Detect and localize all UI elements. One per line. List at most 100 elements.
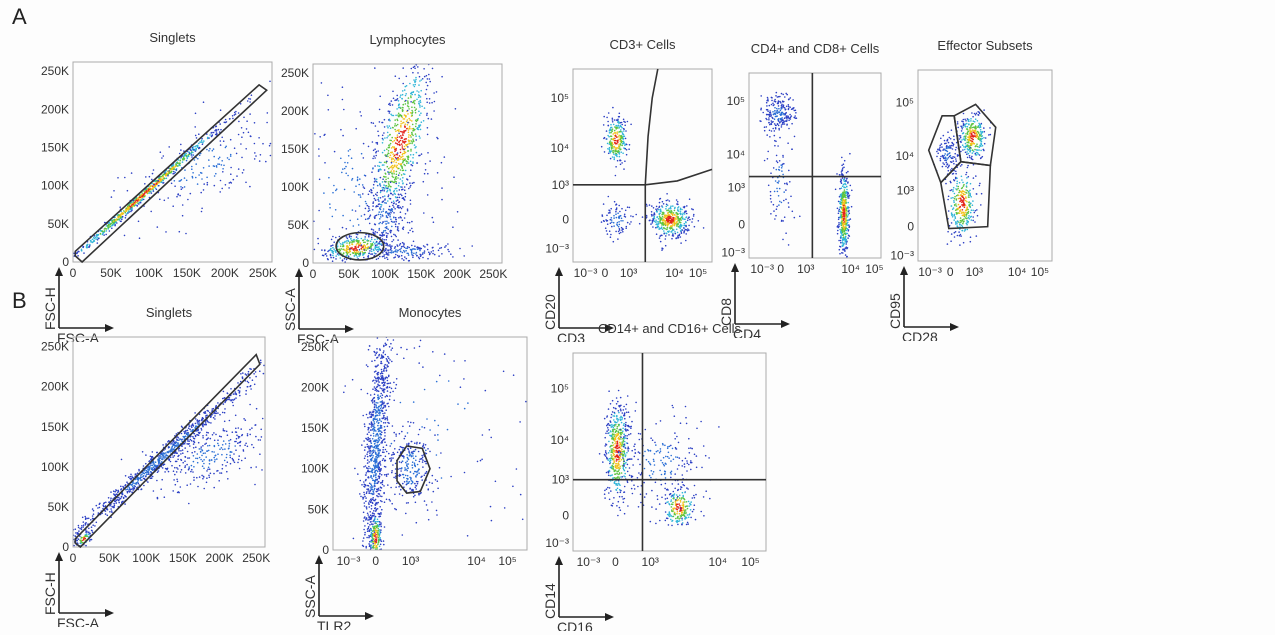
event-point (398, 103, 401, 105)
event-point (611, 128, 614, 130)
gate[interactable] (74, 83, 268, 264)
event-point (377, 205, 379, 208)
event-point (369, 250, 371, 252)
event-point (656, 221, 658, 223)
event-point (403, 132, 405, 134)
event-point (131, 475, 133, 478)
event-point (158, 177, 161, 179)
event-point (362, 193, 364, 195)
event-point (138, 203, 140, 205)
event-point (342, 248, 344, 251)
event-point (134, 202, 136, 205)
event-point (350, 235, 352, 238)
event-point (398, 77, 400, 80)
event-point (396, 245, 399, 247)
event-point (679, 208, 682, 211)
event-point (975, 149, 978, 151)
event-point (120, 216, 122, 219)
event-point (612, 133, 614, 135)
event-point (851, 189, 853, 192)
event-point (412, 130, 414, 132)
event-point (968, 155, 971, 157)
x-tick-label: 10⁵ (865, 262, 883, 276)
event-point (950, 144, 953, 147)
event-point (189, 428, 191, 431)
gate[interactable] (953, 103, 997, 167)
event-point (783, 162, 785, 165)
event-point (975, 193, 978, 195)
event-point (130, 172, 133, 174)
event-point (402, 245, 404, 248)
event-point (374, 244, 377, 247)
event-point (617, 136, 619, 138)
event-point (406, 119, 409, 121)
event-point (364, 238, 366, 240)
event-point (770, 120, 773, 122)
event-point (121, 218, 123, 221)
y-tick-label: 100K (281, 180, 309, 194)
event-point (356, 179, 359, 182)
gate[interactable] (335, 231, 385, 261)
event-point (949, 189, 951, 192)
event-point (424, 163, 427, 165)
gate[interactable] (573, 168, 713, 186)
event-point (837, 200, 840, 203)
event-point (612, 147, 614, 149)
event-point (613, 149, 615, 152)
event-point (972, 138, 974, 141)
event-point (396, 108, 398, 110)
event-point (691, 221, 693, 223)
event-point (239, 103, 242, 105)
event-point (972, 188, 975, 190)
event-point (960, 150, 962, 153)
event-point (266, 112, 269, 114)
event-point (191, 175, 194, 178)
event-point (615, 210, 617, 213)
event-point (232, 117, 234, 120)
event-point (792, 99, 794, 101)
event-point (341, 226, 344, 229)
event-point (961, 126, 963, 128)
event-point (621, 144, 623, 147)
event-point (391, 114, 393, 117)
plot-title: CD4+ and CD8+ Cells (750, 41, 880, 56)
event-point (693, 225, 696, 228)
event-point (404, 151, 407, 154)
event-point (401, 93, 404, 96)
event-point (198, 422, 200, 424)
event-point (201, 143, 204, 146)
events (73, 80, 272, 262)
event-point (620, 121, 623, 124)
event-point (625, 227, 627, 229)
event-point (969, 142, 972, 145)
event-point (772, 113, 775, 115)
event-point (368, 205, 370, 208)
gate[interactable] (644, 68, 659, 262)
event-point (375, 178, 378, 180)
event-point (971, 204, 974, 206)
event-point (381, 233, 384, 235)
event-point (385, 176, 387, 178)
event-point (388, 197, 391, 200)
event-point (359, 194, 361, 196)
event-point (370, 236, 373, 239)
event-point (360, 115, 362, 117)
event-point (372, 167, 374, 169)
event-point (954, 149, 957, 151)
event-point (415, 108, 417, 110)
event-point (602, 124, 605, 126)
event-point (384, 198, 386, 200)
event-point (347, 150, 350, 152)
event-point (615, 126, 617, 129)
event-point (847, 192, 850, 194)
gate[interactable] (939, 160, 992, 230)
arrow-head-icon (345, 325, 354, 333)
event-point (977, 111, 979, 113)
event-point (131, 209, 133, 212)
event-point (401, 166, 403, 168)
event-point (418, 94, 421, 97)
event-point (384, 181, 386, 183)
plot-title: Lymphocytes (369, 32, 446, 47)
event-point (617, 150, 620, 152)
event-point (776, 123, 779, 125)
